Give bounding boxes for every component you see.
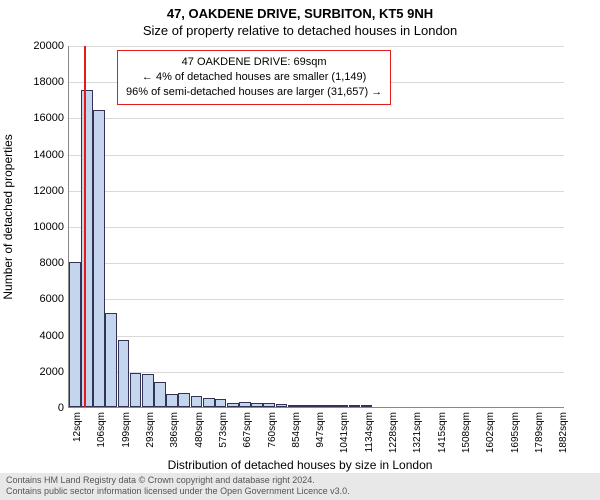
y-tick-label: 8000: [4, 257, 64, 269]
x-tick-label: 1602sqm: [485, 412, 496, 453]
gridline: [69, 191, 564, 192]
x-tick-label: 1415sqm: [437, 412, 448, 453]
gridline: [69, 263, 564, 264]
gridline: [69, 299, 564, 300]
histogram-bar: [324, 405, 336, 407]
y-tick-label: 14000: [4, 149, 64, 161]
y-tick-label: 2000: [4, 366, 64, 378]
x-tick-label: 106sqm: [96, 412, 107, 448]
gridline: [69, 46, 564, 47]
x-tick-label: 573sqm: [218, 412, 229, 448]
histogram-bar: [178, 393, 190, 407]
property-size-histogram: 47, OAKDENE DRIVE, SURBITON, KT5 9NH Siz…: [0, 0, 600, 500]
chart-subtitle: Size of property relative to detached ho…: [0, 21, 600, 42]
x-tick-label: 1508sqm: [461, 412, 472, 453]
histogram-bar: [166, 394, 178, 407]
histogram-bar: [130, 373, 142, 407]
x-tick-label: 199sqm: [121, 412, 132, 448]
y-tick-label: 0: [4, 402, 64, 414]
histogram-bar: [300, 405, 312, 407]
x-axis-label: Distribution of detached houses by size …: [0, 458, 600, 472]
callout-box: 47 OAKDENE DRIVE: 69sqm ← 4% of detached…: [117, 50, 391, 105]
x-tick-label: 386sqm: [169, 412, 180, 448]
x-tick-label: 12sqm: [72, 412, 83, 442]
x-tick-label: 1228sqm: [388, 412, 399, 453]
gridline: [69, 155, 564, 156]
gridline: [69, 118, 564, 119]
histogram-bar: [361, 405, 373, 407]
footer-line-1: Contains HM Land Registry data © Crown c…: [6, 475, 594, 486]
histogram-bar: [239, 402, 251, 407]
histogram-bar: [251, 403, 263, 407]
y-tick-label: 10000: [4, 221, 64, 233]
x-tick-label: 1695sqm: [510, 412, 521, 453]
x-tick-label: 293sqm: [145, 412, 156, 448]
footer-line-2: Contains public sector information licen…: [6, 486, 594, 497]
y-tick-label: 18000: [4, 76, 64, 88]
x-tick-label: 480sqm: [194, 412, 205, 448]
y-tick-label: 12000: [4, 185, 64, 197]
x-tick-label: 1789sqm: [534, 412, 545, 453]
histogram-bar: [349, 405, 361, 407]
chart-title: 47, OAKDENE DRIVE, SURBITON, KT5 9NH: [0, 0, 600, 21]
gridline: [69, 336, 564, 337]
plot-area: 47 OAKDENE DRIVE: 69sqm ← 4% of detached…: [68, 46, 564, 408]
histogram-bar: [118, 340, 130, 407]
histogram-bar: [215, 399, 227, 407]
histogram-bar: [263, 403, 275, 407]
callout-line-1: 47 OAKDENE DRIVE: 69sqm: [126, 55, 382, 70]
histogram-bar: [312, 405, 324, 407]
histogram-bar: [288, 405, 300, 407]
y-tick-label: 4000: [4, 330, 64, 342]
histogram-bar: [191, 396, 203, 407]
reference-line: [84, 46, 86, 407]
callout-line-2: ← 4% of detached houses are smaller (1,1…: [126, 70, 382, 85]
histogram-bar: [154, 382, 166, 407]
histogram-bar: [227, 403, 239, 407]
x-tick-label: 854sqm: [291, 412, 302, 448]
histogram-bar: [142, 374, 154, 407]
histogram-bar: [105, 313, 117, 407]
histogram-bar: [203, 398, 215, 407]
histogram-bar: [336, 405, 348, 407]
x-tick-label: 1134sqm: [364, 412, 375, 452]
histogram-bar: [276, 404, 288, 407]
y-tick-label: 20000: [4, 40, 64, 52]
gridline: [69, 227, 564, 228]
y-tick-label: 6000: [4, 293, 64, 305]
x-tick-label: 1321sqm: [412, 412, 423, 453]
x-tick-label: 760sqm: [267, 412, 278, 448]
x-tick-label: 667sqm: [242, 412, 253, 448]
histogram-bar: [93, 110, 105, 407]
x-tick-label: 1041sqm: [339, 412, 350, 453]
y-tick-label: 16000: [4, 112, 64, 124]
x-tick-label: 947sqm: [315, 412, 326, 448]
data-attribution-footer: Contains HM Land Registry data © Crown c…: [0, 473, 600, 500]
histogram-bar: [69, 262, 81, 407]
callout-line-3: 96% of semi-detached houses are larger (…: [126, 85, 382, 100]
x-tick-label: 1882sqm: [558, 412, 569, 453]
